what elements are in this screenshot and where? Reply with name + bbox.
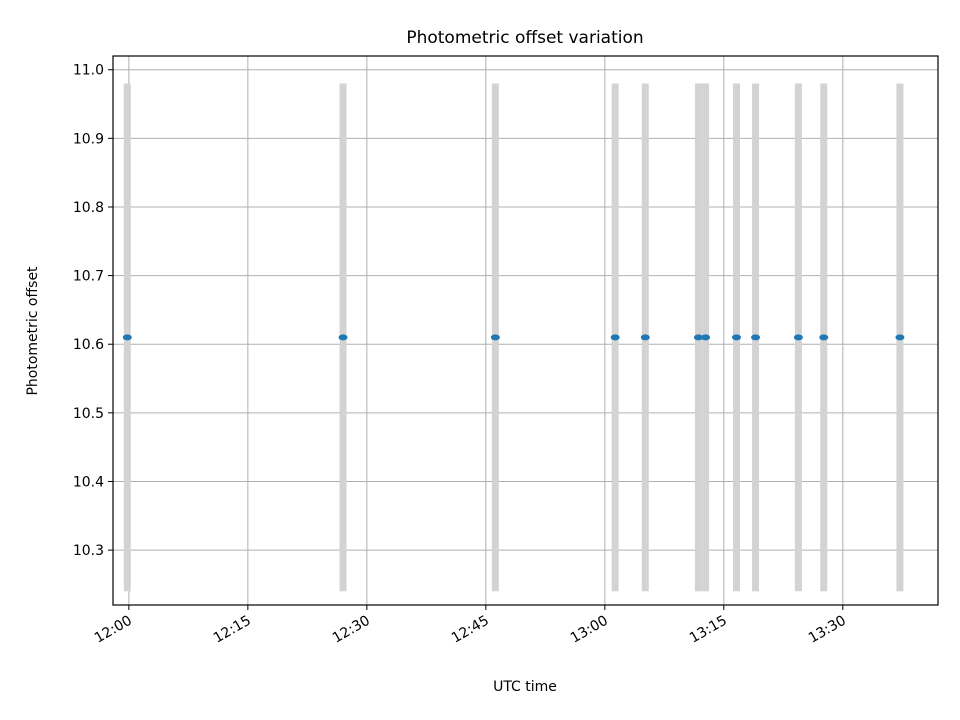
- x-tick-label: 13:00: [568, 613, 611, 647]
- y-tick-label: 10.7: [73, 269, 104, 285]
- x-tick-label: 12:00: [92, 613, 135, 647]
- data-point: [895, 334, 905, 341]
- data-point: [693, 334, 703, 341]
- data-point: [610, 334, 620, 341]
- data-point-layer: [122, 334, 905, 341]
- data-point: [751, 334, 761, 341]
- data-point: [732, 334, 742, 341]
- grid-layer: [113, 56, 938, 605]
- chart-title: Photometric offset variation: [406, 28, 643, 48]
- x-tick-label: 12:45: [449, 613, 492, 647]
- x-axis-label: UTC time: [493, 679, 557, 695]
- data-point: [338, 334, 348, 341]
- data-point: [490, 334, 500, 341]
- plot-frame: [112, 55, 939, 606]
- y-tick-label: 11.0: [73, 63, 104, 79]
- y-tick-label: 10.9: [73, 131, 104, 147]
- y-tick-label: 10.5: [73, 406, 104, 422]
- x-tick-label: 12:30: [330, 613, 373, 647]
- data-point: [701, 334, 711, 341]
- tick-layer: 12:00 12:15 12:30 12:45 13:00 13:15 13:30 10.3 1…: [73, 63, 849, 647]
- data-point: [819, 334, 829, 341]
- y-axis-label: Photometric offset: [25, 266, 41, 396]
- y-tick-label: 10.3: [73, 543, 104, 559]
- x-tick-label: 12:15: [211, 613, 254, 647]
- data-point: [793, 334, 803, 341]
- error-bar-layer: [123, 83, 904, 592]
- x-tick-label: 13:15: [687, 613, 730, 647]
- y-tick-label: 10.8: [73, 200, 104, 216]
- data-point: [122, 334, 132, 341]
- data-point: [640, 334, 650, 341]
- y-tick-label: 10.4: [73, 474, 104, 490]
- y-tick-label: 10.6: [73, 337, 104, 353]
- x-tick-label: 13:30: [806, 613, 849, 647]
